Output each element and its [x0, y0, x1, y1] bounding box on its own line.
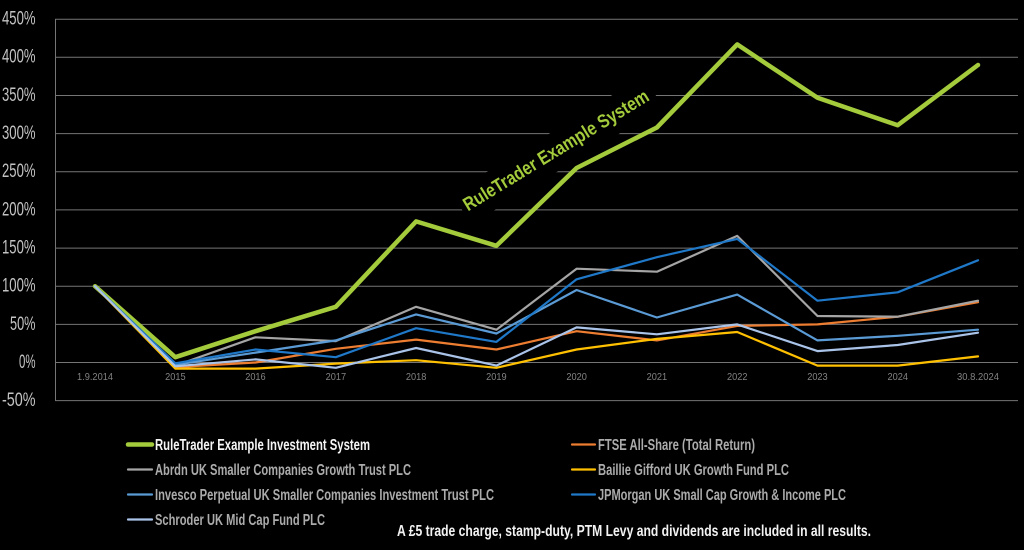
svg-text:450%: 450% — [2, 9, 36, 30]
svg-text:50%: 50% — [10, 314, 36, 335]
svg-text:RuleTrader Example Investment: RuleTrader Example Investment System — [155, 437, 370, 454]
svg-text:A £5 trade charge, stamp-duty,: A £5 trade charge, stamp-duty, PTM Levy … — [397, 523, 871, 540]
svg-text:0%: 0% — [19, 352, 36, 373]
svg-text:Schroder UK Mid Cap Fund PLC: Schroder UK Mid Cap Fund PLC — [155, 512, 325, 529]
svg-text:2016: 2016 — [245, 372, 266, 383]
svg-text:300%: 300% — [2, 123, 36, 144]
svg-text:2022: 2022 — [727, 372, 748, 383]
svg-text:200%: 200% — [2, 199, 36, 220]
svg-text:2020: 2020 — [566, 372, 587, 383]
svg-text:Abrdn UK Smaller Companies Gro: Abrdn UK Smaller Companies Growth Trust … — [155, 462, 411, 479]
svg-text:350%: 350% — [2, 85, 36, 106]
svg-text:Invesco Perpetual UK Smaller C: Invesco Perpetual UK Smaller Companies I… — [155, 487, 494, 504]
svg-text:100%: 100% — [2, 276, 36, 297]
svg-text:30.8.2024: 30.8.2024 — [957, 372, 999, 383]
svg-text:2021: 2021 — [647, 372, 668, 383]
svg-text:-50%: -50% — [2, 390, 36, 411]
svg-text:1.9.2014: 1.9.2014 — [77, 372, 113, 383]
svg-text:FTSE All-Share (Total Return): FTSE All-Share (Total Return) — [598, 437, 755, 454]
svg-text:2019: 2019 — [486, 372, 507, 383]
svg-text:JPMorgan UK Small Cap Growth &: JPMorgan UK Small Cap Growth & Income PL… — [598, 487, 846, 504]
svg-text:Baillie Gifford UK Growth Fund: Baillie Gifford UK Growth Fund PLC — [598, 462, 789, 479]
svg-text:150%: 150% — [2, 238, 36, 259]
svg-text:2017: 2017 — [326, 372, 347, 383]
svg-text:400%: 400% — [2, 47, 36, 68]
svg-text:2024: 2024 — [888, 372, 909, 383]
svg-text:2023: 2023 — [807, 372, 828, 383]
svg-text:2018: 2018 — [406, 372, 427, 383]
svg-text:250%: 250% — [2, 161, 36, 182]
svg-text:2015: 2015 — [165, 372, 186, 383]
